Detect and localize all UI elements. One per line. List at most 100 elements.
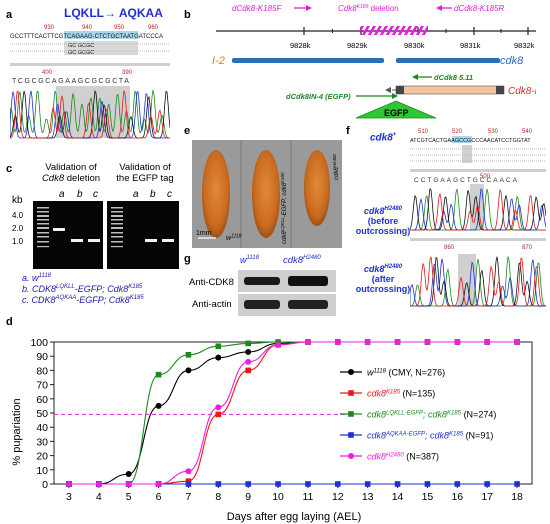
chromatogram-trace-line xyxy=(10,90,170,139)
panel-label-b: b xyxy=(184,9,191,21)
panel-label-g: g xyxy=(184,253,191,265)
gene-label-cdk8: cdk8 xyxy=(500,55,524,67)
ruler-tick-label: 520 xyxy=(452,129,463,135)
ruler-tick-label: 510 xyxy=(418,129,429,135)
chromatogram-trace-line xyxy=(10,90,170,139)
legend-marker xyxy=(348,369,354,375)
data-point xyxy=(305,481,311,487)
panel-b-gene-map: dCdk8-K185F Cdk8K185 deletion dCdk8-K185… xyxy=(212,4,536,119)
y-tick-label: 70 xyxy=(36,380,48,392)
data-point xyxy=(454,339,461,345)
chromatogram-trace-before xyxy=(410,187,546,231)
arrowhead-icon xyxy=(436,5,442,11)
genotype-label-wt: cdk8+ xyxy=(370,132,397,144)
chart-legend: w1118 (CMY, N=276) cdk8K185 (N=135) cdk8LQ… xyxy=(340,368,496,462)
data-point xyxy=(65,481,72,487)
ruler-tick-label: 500 xyxy=(480,174,491,180)
gel-title-deletion: Validation of Cdk8 deletion xyxy=(41,162,101,184)
pupariation-chart: 0 10 20 30 40 50 60 70 80 90 100 3 4 5 6 7 8 9 10 11 12 13 14 1… xyxy=(11,337,533,523)
y-tick-label: 20 xyxy=(36,451,48,463)
gene-bar-i2 xyxy=(232,58,384,63)
lane-label: a xyxy=(133,189,139,200)
alignment-row: GC GCGC xyxy=(68,50,94,56)
kb-label: kb xyxy=(12,195,23,206)
egfp-triangle xyxy=(355,100,437,119)
pupa-image-h2480 xyxy=(304,150,330,226)
x-tick-label: 11 xyxy=(302,491,313,503)
egfp-label: EGFP xyxy=(384,108,409,118)
gene-bar-cdk8 xyxy=(396,58,500,63)
data-point xyxy=(275,481,281,487)
y-tick-label: 60 xyxy=(36,394,48,406)
x-tick-label: 12 xyxy=(332,491,344,503)
blot-column-label: cdk8H2480 xyxy=(283,255,321,267)
legend-entry: cdk8AQKAA-EGFP; cdk8K185 (N=91) xyxy=(367,431,493,441)
data-point xyxy=(185,351,192,358)
data-point xyxy=(364,339,371,345)
genotype-label-after: cdk8H2480 (after outcrossing) xyxy=(355,264,411,294)
trace-sequence: TCGCGCAGAAGCGCGCTA xyxy=(12,78,131,85)
y-tick-label: 50 xyxy=(36,408,48,420)
data-point xyxy=(484,481,490,487)
chromatogram-trace-line xyxy=(410,188,546,231)
legend-entry: w1118 (CMY, N=276) xyxy=(367,368,445,378)
data-point xyxy=(215,411,222,418)
genotype-label-before: cdk8H2480 (before outcrossing) xyxy=(355,206,411,236)
legend-marker xyxy=(348,453,354,459)
arrowhead-icon xyxy=(392,93,398,99)
data-point xyxy=(394,481,401,487)
data-point xyxy=(334,339,341,345)
ruler-tick-label: 960 xyxy=(148,25,159,31)
ruler-tick-label: 390 xyxy=(122,70,133,76)
chromatogram-header-bar xyxy=(410,169,546,172)
pupa-image-w1118 xyxy=(202,150,230,238)
gel-legend-a: a. w1118 xyxy=(22,273,51,283)
chromatogram-header-bar xyxy=(10,63,170,66)
data-point xyxy=(245,340,251,347)
deletion-label: Cdk8K185 deletion xyxy=(338,4,399,13)
chart-series xyxy=(65,339,521,487)
chromatogram-trace-a xyxy=(10,89,170,139)
data-point xyxy=(275,341,282,348)
data-point xyxy=(185,367,192,374)
lane-label: a xyxy=(59,189,65,200)
panel-f-chromatograms: 510 520 530 540 ATCGTCACTGAAGCCGCCCAACAT… xyxy=(410,129,546,307)
western-blot-image xyxy=(238,270,336,316)
series-4 xyxy=(65,339,521,487)
x-tick-label: 10 xyxy=(272,491,284,503)
legend-entry: cdk8LQKLL-EGFP; cdk8K185 (N=274) xyxy=(367,410,496,420)
x-tick-label: 15 xyxy=(422,491,434,503)
data-point xyxy=(155,402,162,409)
x-tick-label: 8 xyxy=(215,491,221,503)
data-point xyxy=(484,339,491,345)
data-point xyxy=(125,471,132,478)
chromatogram-header-bar xyxy=(410,238,546,241)
gene-label-i2: I-2 xyxy=(212,55,225,67)
gel-title-egfp: Validation of the EGFP tag xyxy=(116,162,174,184)
panel-label-e: e xyxy=(184,125,191,137)
legend-entry: cdk8H2480 (N=387) xyxy=(367,452,439,462)
chart-axes: 0 10 20 30 40 50 60 70 80 90 100 3 4 5 6 7 8 9 10 11 12 13 14 1… xyxy=(30,337,533,503)
y-tick-label: 40 xyxy=(36,422,48,434)
data-point xyxy=(245,348,252,355)
y-tick-label: 0 xyxy=(42,479,48,491)
data-point xyxy=(155,481,162,487)
primer-forward-label: dCdk8-K185F xyxy=(232,4,282,13)
data-point xyxy=(245,367,251,374)
transcript-label: Cdk8-RA xyxy=(508,86,536,97)
reference-sequence: ATCGTCACTGAAGCCGCCCAACATCCTGGTAT xyxy=(410,138,531,144)
lane-label: b xyxy=(77,189,83,200)
ladder-label: 2.0 xyxy=(12,224,24,233)
x-tick-label: 14 xyxy=(392,491,404,503)
panel-a-sequencing: 930 940 950 960 GCCTTTCACTTCGTCAGAAG·CTC… xyxy=(10,25,170,139)
transcript-exon xyxy=(395,85,505,95)
y-tick-label: 80 xyxy=(36,365,48,377)
data-point xyxy=(215,354,222,361)
data-point xyxy=(125,481,132,487)
blot-column-label: w1118 xyxy=(240,255,259,265)
legend-marker xyxy=(348,432,354,438)
data-point xyxy=(245,358,252,365)
legend-marker xyxy=(348,390,354,396)
blot-row-label: Anti-CDK8 xyxy=(189,277,234,288)
x-axis-label: Days after egg laying (AEL) xyxy=(227,511,362,523)
